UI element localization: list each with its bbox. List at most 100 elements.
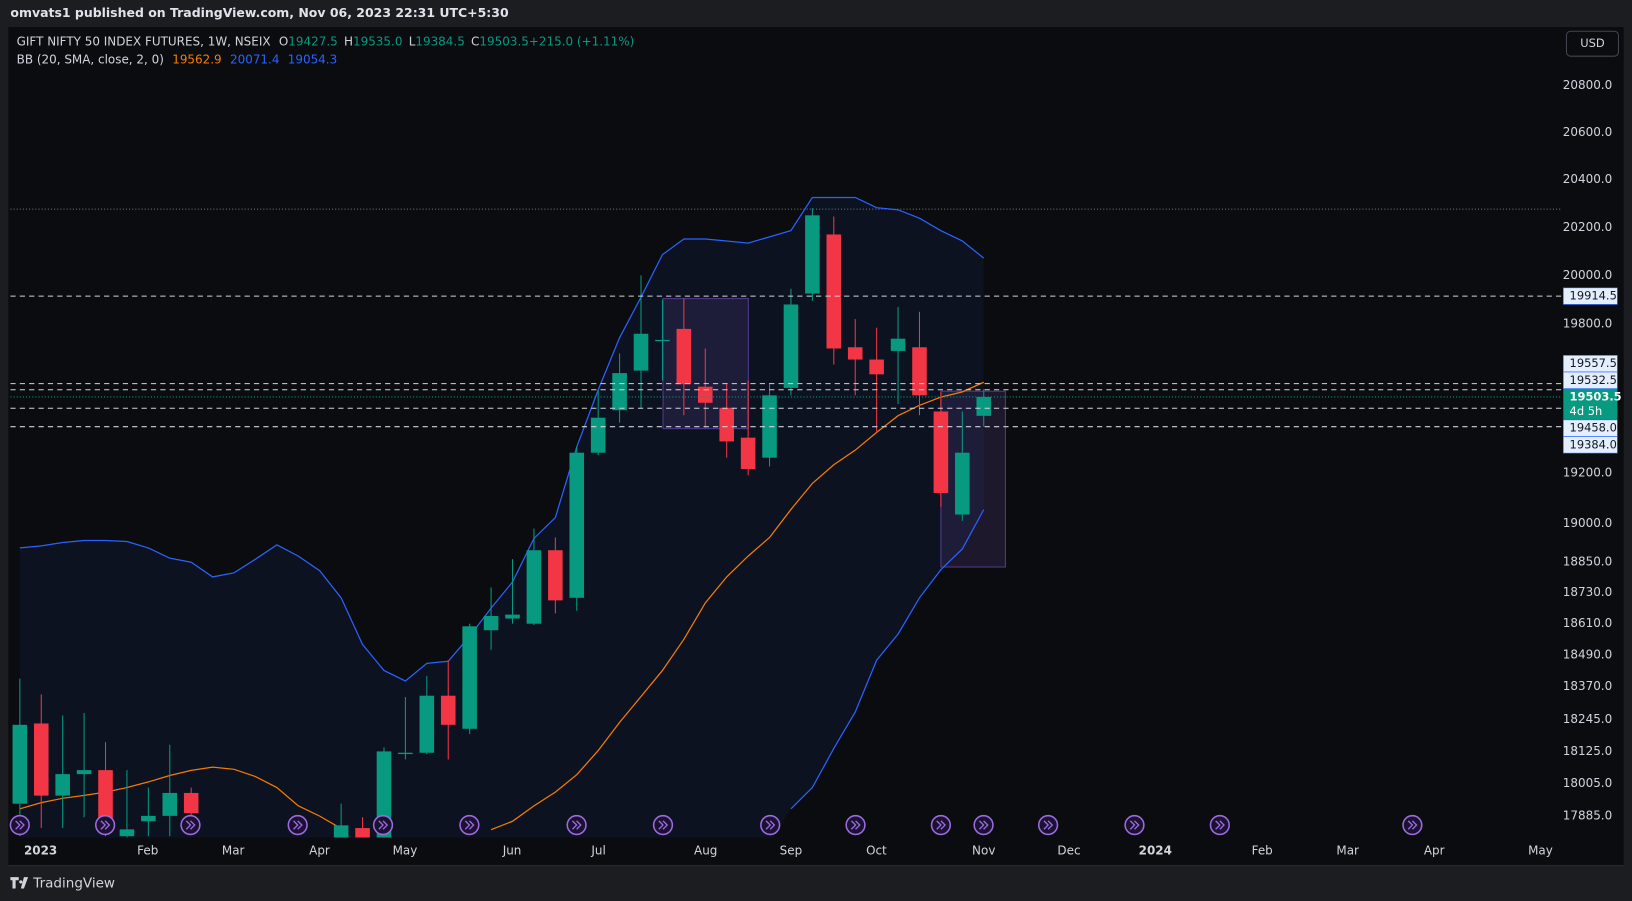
- candle-body: [526, 550, 542, 624]
- x-tick-label: Dec: [1057, 844, 1080, 858]
- legend-title-line: GIFT NIFTY 50 INDEX FUTURES, 1W, NSEIX O1…: [17, 34, 635, 48]
- y-tick-label: 18005.0: [1563, 776, 1612, 790]
- bb-fill: [19, 197, 984, 838]
- candle-body: [655, 339, 670, 342]
- ohlc-label: H: [344, 34, 353, 48]
- x-tick-label: Feb: [137, 844, 158, 858]
- y-tick-label: 18490.0: [1563, 647, 1612, 661]
- price-level-label: 19532.5: [1570, 373, 1617, 387]
- candle-body: [612, 373, 627, 411]
- y-tick-label: 18125.0: [1563, 744, 1612, 758]
- y-tick-label: 18245.0: [1563, 712, 1612, 726]
- candle-body: [826, 234, 842, 349]
- event-glyph: [936, 820, 947, 830]
- candle-body: [12, 724, 28, 804]
- ohlc-label: C: [471, 34, 479, 48]
- event-glyph: [293, 820, 303, 830]
- currency-label[interactable]: USD: [1580, 36, 1605, 50]
- ohlc-label: L: [409, 34, 416, 48]
- candle-body: [676, 328, 692, 385]
- candle-body: [955, 452, 970, 515]
- candle-body: [119, 829, 135, 837]
- events: [9, 814, 1423, 836]
- bb-lower: [790, 509, 985, 810]
- candle-body: [740, 437, 756, 470]
- price-axis: 20800.0 20600.0 20400.0 20200.0 20000.0 19800…: [24, 78, 1622, 857]
- price-level-label: 19384.0: [1570, 437, 1617, 451]
- candle-body: [805, 215, 820, 294]
- candle-body: [890, 338, 906, 351]
- x-tick-label: Sep: [780, 844, 803, 858]
- x-tick-label: Nov: [972, 844, 995, 858]
- candle-body: [847, 347, 863, 360]
- countdown-label: 4d 5h: [1570, 404, 1603, 418]
- candle-body: [505, 614, 520, 619]
- event-glyph: [1129, 820, 1140, 830]
- event-glyph: [1215, 820, 1225, 830]
- brand-name: TradingView: [32, 875, 115, 891]
- price-level-label: 19458.0: [1570, 421, 1617, 435]
- ohlc-value: 19503.5: [479, 34, 528, 48]
- ohlc-label: O: [279, 34, 288, 48]
- event-glyph: [378, 820, 389, 830]
- x-tick-label: Aug: [694, 844, 717, 858]
- bb-upper: [19, 196, 985, 682]
- event-glyph: [850, 820, 861, 830]
- candle-body: [933, 411, 949, 493]
- indicator-line: BB (20, SMA, close, 2, 0) 19562.9 20071.4 1…: [17, 52, 338, 66]
- candle-body: [419, 695, 435, 753]
- indicator-lower: 19054.3: [288, 52, 337, 66]
- y-tick-label: 20000.0: [1563, 268, 1612, 282]
- y-tick-label: 20600.0: [1563, 125, 1612, 139]
- event-glyph: [15, 820, 25, 830]
- candle-body: [398, 752, 413, 755]
- currency-box[interactable]: [1565, 30, 1619, 57]
- indicator-label: BB (20, SMA, close, 2, 0): [17, 52, 164, 66]
- ohlc-value: +215.0 (+1.11%): [529, 34, 634, 48]
- event-glyph: [1043, 820, 1054, 830]
- candle-body: [976, 396, 992, 416]
- candle-body: [183, 792, 199, 814]
- y-tick-label: 19200.0: [1563, 465, 1612, 479]
- y-tick-label: 18370.0: [1563, 679, 1612, 693]
- y-tick-label: 20800.0: [1563, 78, 1612, 92]
- last-price-box: [1563, 388, 1618, 420]
- y-tick-label: 20400.0: [1563, 172, 1612, 186]
- candle-body: [141, 815, 156, 822]
- candle-body: [162, 792, 178, 816]
- event-glyph: [100, 820, 111, 830]
- x-tick-label: Feb: [1252, 844, 1273, 858]
- candle-body: [548, 550, 563, 601]
- y-tick-label: 19000.0: [1563, 516, 1612, 530]
- price-level-box: [1562, 287, 1618, 305]
- x-tick-label: Mar: [1336, 844, 1359, 858]
- candle-body: [590, 417, 606, 453]
- x-tick-label: Jul: [590, 844, 605, 858]
- currency-button[interactable]: USD: [1565, 30, 1619, 57]
- y-tick-label: 20200.0: [1563, 220, 1612, 234]
- y-tick-label: 18850.0: [1563, 554, 1612, 568]
- x-tick-label: Jun: [502, 844, 522, 858]
- price-level-label: 19557.5: [1570, 356, 1617, 370]
- plot: [10, 196, 1562, 838]
- brand: TradingView: [10, 875, 115, 891]
- candle-body: [55, 774, 70, 796]
- indicator-basis: 19562.9: [172, 52, 221, 66]
- x-tick-label: 2023: [24, 844, 57, 858]
- published-line: omvats1 published on TradingView.com, No…: [10, 5, 509, 20]
- event-glyph: [185, 820, 196, 830]
- candle-body: [697, 386, 713, 403]
- y-tick-label: 18730.0: [1563, 585, 1612, 599]
- price-level-label: 19914.5: [1570, 289, 1617, 303]
- candle-body: [869, 359, 884, 375]
- x-tick-label: Mar: [222, 844, 245, 858]
- x-tick-label: Oct: [866, 844, 887, 858]
- candle-body: [333, 825, 349, 838]
- x-tick-label: 2024: [1139, 844, 1172, 858]
- x-tick-label: May: [1528, 844, 1553, 858]
- event-glyph: [464, 820, 475, 830]
- brand-logo: [10, 877, 29, 889]
